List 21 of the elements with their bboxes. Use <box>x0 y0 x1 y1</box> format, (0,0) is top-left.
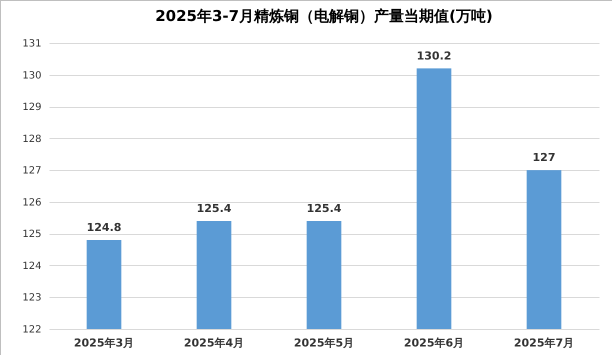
data-label: 130.2 <box>416 49 452 62</box>
x-tick-label: 2025年7月 <box>514 336 574 350</box>
y-tick-label: 130 <box>22 70 42 82</box>
chart-title: 2025年3-7月精炼铜（电解铜）产量当期值(万吨) <box>155 7 493 25</box>
data-label: 124.8 <box>86 221 122 234</box>
y-tick-label: 131 <box>22 38 42 50</box>
y-tick-label: 124 <box>22 260 42 272</box>
x-tick-label: 2025年6月 <box>404 336 464 350</box>
y-tick-label: 129 <box>22 102 42 114</box>
x-tick-label: 2025年3月 <box>74 336 134 350</box>
data-label: 125.4 <box>306 202 342 215</box>
y-tick-label: 123 <box>22 292 42 304</box>
y-tick-label: 127 <box>22 166 42 177</box>
data-label: 125.4 <box>196 202 232 215</box>
x-tick-label: 2025年4月 <box>184 336 244 350</box>
y-tick-label: 125 <box>22 229 42 240</box>
y-tick-label: 128 <box>22 134 42 145</box>
x-tick-label: 2025年5月 <box>294 336 354 350</box>
y-tick-label: 126 <box>22 197 42 208</box>
y-tick-label: 122 <box>22 324 42 336</box>
data-label: 127 <box>532 151 556 164</box>
